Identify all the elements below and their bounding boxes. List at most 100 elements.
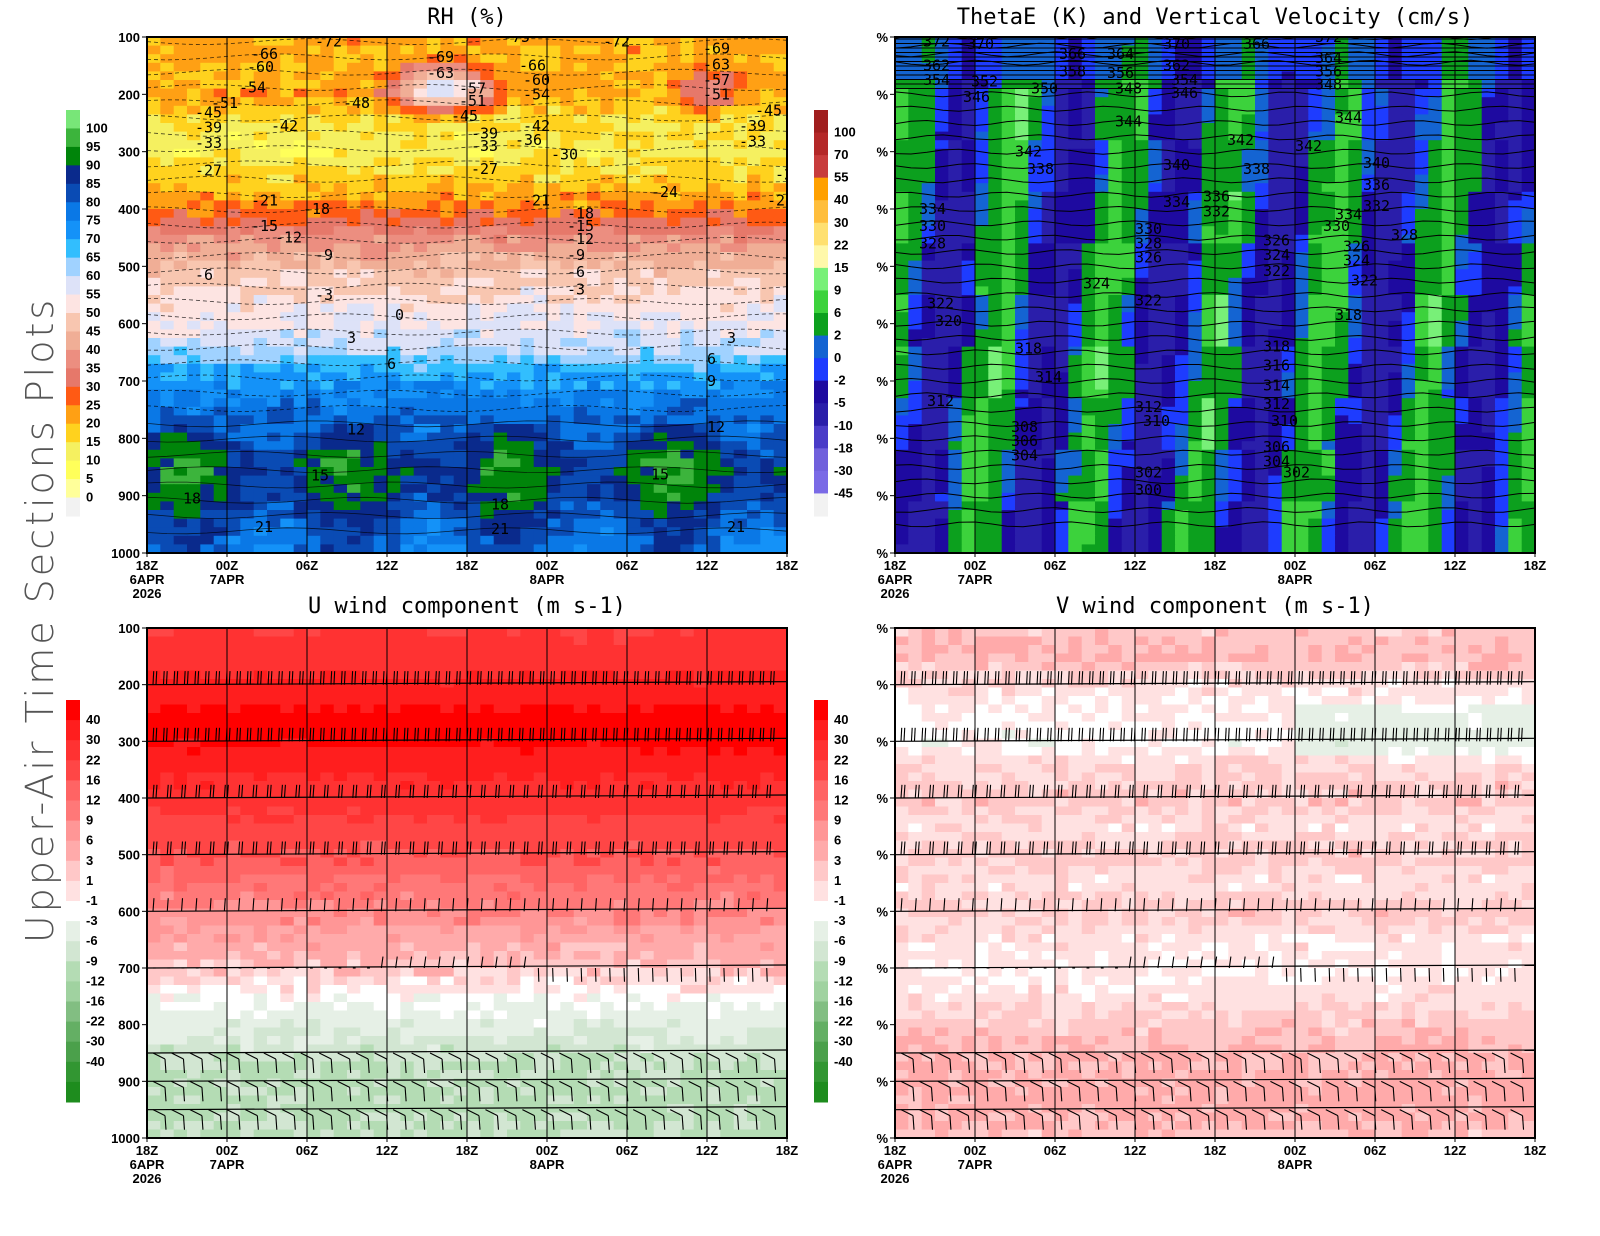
contour-cell bbox=[935, 243, 949, 253]
contour-cell bbox=[707, 424, 721, 434]
contour-cell bbox=[200, 381, 215, 391]
contour-cell bbox=[147, 475, 161, 485]
contour-cell bbox=[1268, 269, 1283, 279]
contour-cell bbox=[640, 183, 655, 193]
contour-cell bbox=[667, 260, 681, 270]
contour-cell bbox=[493, 37, 508, 47]
contour-cell bbox=[627, 131, 641, 141]
contour-cell bbox=[187, 269, 201, 279]
contour-cell bbox=[387, 415, 401, 425]
contour-cell bbox=[961, 54, 976, 64]
contour-cell bbox=[1375, 140, 1389, 150]
contour-cell bbox=[1441, 148, 1456, 158]
contour-cell bbox=[707, 62, 721, 72]
contour-cell bbox=[1441, 355, 1456, 365]
contour-cell bbox=[1441, 71, 1456, 81]
colorbar-swatch bbox=[66, 220, 80, 240]
contour-cell bbox=[1188, 269, 1203, 279]
contour-cell bbox=[760, 243, 775, 253]
contour-label: 12 bbox=[707, 418, 725, 436]
contour-cell bbox=[1295, 80, 1309, 90]
contour-cell bbox=[547, 45, 561, 55]
contour-cell bbox=[347, 312, 361, 322]
contour-cell bbox=[707, 140, 721, 150]
contour-cell bbox=[680, 510, 695, 520]
contour-cell bbox=[1188, 338, 1203, 348]
contour-cell bbox=[720, 312, 735, 322]
contour-cell bbox=[1015, 174, 1029, 184]
contour-cell bbox=[961, 200, 976, 210]
contour-cell bbox=[440, 183, 455, 193]
contour-cell bbox=[613, 157, 628, 167]
contour-cell bbox=[453, 200, 468, 210]
contour-cell bbox=[720, 80, 735, 90]
contour-cell bbox=[1108, 226, 1123, 236]
contour-cell bbox=[480, 37, 495, 47]
contour-cell bbox=[680, 88, 695, 98]
contour-cell bbox=[613, 217, 628, 227]
contour-cell bbox=[387, 510, 401, 520]
contour-cell bbox=[293, 191, 308, 201]
contour-cell bbox=[387, 363, 401, 373]
contour-cell bbox=[760, 346, 775, 356]
contour-cell bbox=[560, 355, 575, 365]
contour-cell bbox=[147, 320, 161, 330]
contour-cell bbox=[1388, 312, 1403, 322]
contour-cell bbox=[908, 217, 923, 227]
contour-cell bbox=[453, 123, 468, 133]
contour-cell bbox=[640, 123, 655, 133]
contour-cell bbox=[1215, 277, 1229, 287]
contour-cell bbox=[1215, 80, 1229, 90]
contour-cell bbox=[1215, 183, 1229, 193]
contour-cell bbox=[387, 475, 401, 485]
contour-cell bbox=[733, 183, 748, 193]
contour-cell bbox=[547, 458, 561, 468]
contour-cell bbox=[1321, 80, 1336, 90]
contour-cell bbox=[640, 37, 655, 47]
contour-cell bbox=[1095, 80, 1109, 90]
contour-cell bbox=[253, 363, 268, 373]
contour-cell bbox=[427, 484, 441, 494]
contour-cell bbox=[613, 415, 628, 425]
contour-cell bbox=[320, 209, 335, 219]
contour-cell bbox=[280, 217, 295, 227]
contour-cell bbox=[908, 166, 923, 176]
contour-cell bbox=[453, 535, 468, 545]
contour-cell bbox=[347, 381, 361, 391]
contour-cell bbox=[347, 80, 361, 90]
contour-cell bbox=[227, 303, 241, 313]
contour-cell bbox=[653, 320, 668, 330]
contour-cell bbox=[187, 320, 201, 330]
contour-cell bbox=[293, 114, 308, 124]
contour-cell bbox=[1215, 140, 1229, 150]
contour-cell bbox=[747, 381, 761, 391]
contour-cell bbox=[147, 518, 161, 528]
contour-cell bbox=[333, 140, 348, 150]
contour-cell bbox=[160, 123, 175, 133]
contour-cell bbox=[627, 458, 641, 468]
contour-cell bbox=[387, 449, 401, 459]
contour-cell bbox=[507, 535, 521, 545]
contour-cell bbox=[1321, 191, 1336, 201]
contour-cell bbox=[1308, 209, 1323, 219]
contour-cell bbox=[1121, 45, 1136, 55]
contour-cell bbox=[253, 510, 268, 520]
contour-cell bbox=[1081, 174, 1096, 184]
contour-cell bbox=[1255, 355, 1269, 365]
contour-cell bbox=[1201, 123, 1216, 133]
contour-cell bbox=[975, 338, 989, 348]
contour-cell bbox=[1055, 234, 1069, 244]
contour-cell bbox=[1268, 97, 1283, 107]
contour-cell bbox=[373, 37, 388, 47]
contour-cell bbox=[293, 88, 308, 98]
contour-cell bbox=[427, 518, 441, 528]
contour-cell bbox=[720, 303, 735, 313]
contour-cell bbox=[653, 148, 668, 158]
contour-label: -72 bbox=[823, 28, 850, 46]
contour-cell bbox=[1401, 191, 1416, 201]
contour-cell bbox=[560, 148, 575, 158]
contour-cell bbox=[1161, 303, 1176, 313]
contour-cell bbox=[533, 131, 548, 141]
contour-cell bbox=[1521, 54, 1535, 64]
contour-cell bbox=[507, 234, 521, 244]
